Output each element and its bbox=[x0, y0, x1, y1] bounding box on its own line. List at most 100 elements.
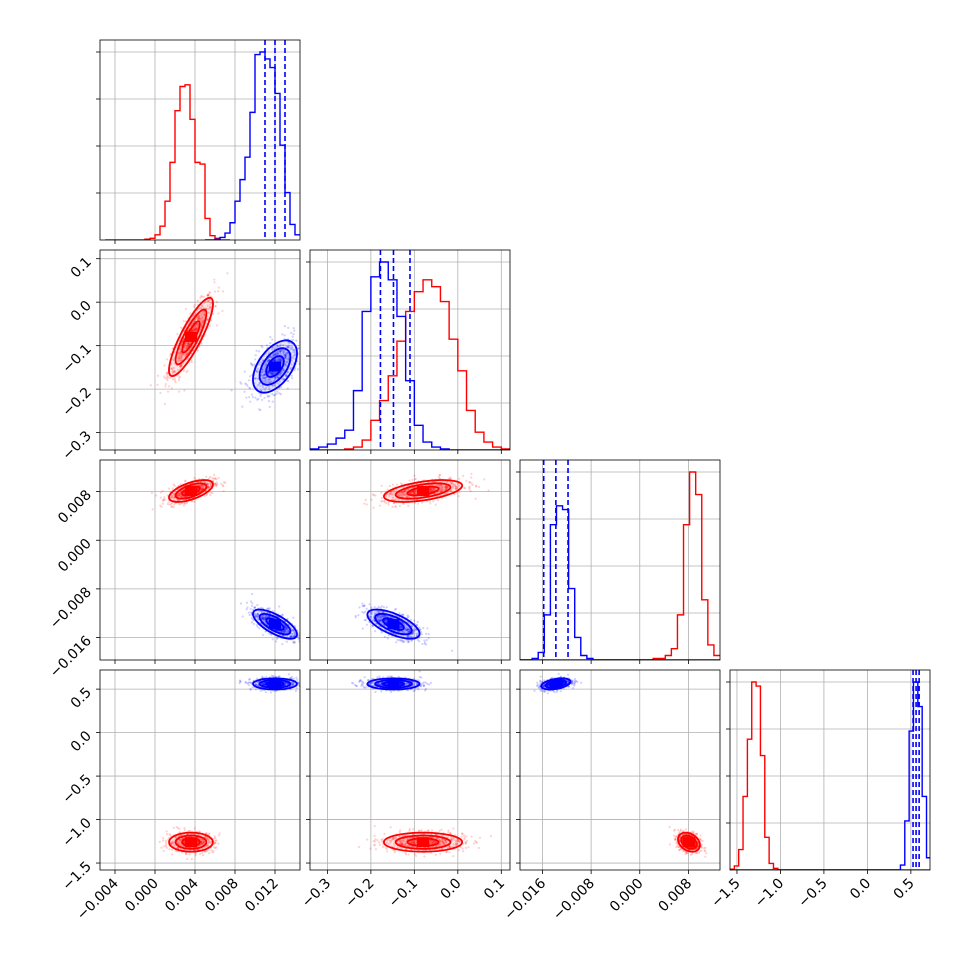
sample-point bbox=[272, 384, 275, 387]
sample-point bbox=[253, 363, 256, 366]
sample-point bbox=[261, 616, 264, 619]
sample-point bbox=[267, 395, 270, 398]
sample-point bbox=[177, 846, 180, 849]
sample-point bbox=[213, 290, 217, 293]
sample-point bbox=[276, 382, 279, 385]
sample-point bbox=[179, 495, 182, 498]
sample-point bbox=[166, 502, 169, 506]
sample-point bbox=[285, 352, 288, 355]
sample-point bbox=[426, 627, 429, 630]
sample-point bbox=[180, 844, 183, 847]
sample-point bbox=[381, 611, 385, 614]
sample-point bbox=[286, 379, 289, 382]
scatter-red bbox=[158, 825, 221, 861]
sample-point bbox=[218, 832, 221, 835]
sample-point bbox=[263, 388, 266, 391]
sample-point bbox=[370, 617, 373, 620]
sample-point bbox=[429, 488, 432, 491]
sample-point bbox=[292, 635, 295, 638]
sample-point bbox=[173, 484, 176, 487]
sample-point bbox=[437, 475, 441, 479]
sample-point bbox=[178, 376, 181, 379]
sample-point bbox=[185, 346, 188, 350]
sample-point bbox=[197, 307, 200, 311]
sample-point bbox=[386, 637, 389, 640]
sample-point bbox=[170, 842, 173, 845]
sample-point bbox=[201, 487, 205, 491]
sample-point bbox=[203, 310, 206, 314]
sample-point bbox=[239, 680, 242, 683]
sample-point bbox=[414, 629, 417, 632]
sample-point bbox=[215, 484, 219, 487]
sample-point bbox=[376, 618, 380, 622]
sample-point bbox=[172, 496, 175, 499]
sample-point bbox=[215, 839, 218, 842]
sample-point bbox=[354, 614, 357, 617]
sample-point bbox=[451, 485, 454, 488]
sample-point bbox=[172, 506, 175, 509]
sample-point bbox=[401, 494, 404, 497]
sample-point bbox=[271, 347, 274, 350]
sample-point bbox=[402, 492, 405, 495]
sample-point bbox=[279, 343, 282, 346]
sample-point bbox=[378, 615, 381, 618]
sample-point bbox=[278, 380, 282, 383]
sample-point bbox=[207, 844, 210, 847]
sample-point bbox=[208, 485, 211, 489]
sample-point bbox=[253, 606, 256, 609]
sample-point bbox=[287, 629, 290, 632]
sample-point bbox=[178, 493, 181, 496]
sample-point bbox=[178, 357, 181, 360]
sample-point bbox=[177, 493, 180, 496]
sample-point bbox=[445, 492, 448, 495]
sample-point bbox=[447, 477, 450, 480]
sample-point bbox=[167, 487, 171, 490]
sample-point bbox=[405, 628, 409, 631]
sample-point bbox=[403, 493, 406, 497]
sample-point bbox=[261, 617, 265, 620]
sample-point bbox=[281, 614, 284, 617]
sample-point bbox=[256, 615, 259, 619]
sample-point bbox=[213, 842, 216, 845]
sample-point bbox=[248, 387, 252, 390]
sample-point bbox=[255, 371, 258, 374]
sample-point bbox=[388, 492, 392, 496]
sample-point bbox=[293, 349, 296, 352]
sample-point bbox=[270, 356, 273, 359]
sample-point bbox=[263, 376, 267, 379]
sample-point bbox=[171, 378, 175, 381]
sample-point bbox=[413, 474, 416, 477]
sample-point bbox=[178, 503, 181, 506]
sample-point bbox=[176, 357, 180, 360]
sample-point bbox=[361, 611, 364, 614]
sample-point bbox=[174, 849, 177, 852]
sample-point bbox=[377, 617, 380, 620]
sample-point bbox=[404, 493, 407, 496]
sample-point bbox=[292, 629, 295, 633]
sample-point bbox=[441, 488, 444, 491]
sample-point bbox=[372, 494, 375, 497]
sample-point bbox=[206, 485, 210, 488]
sample-point bbox=[430, 489, 434, 492]
sample-point bbox=[412, 489, 415, 493]
sample-point bbox=[162, 499, 165, 502]
sample-point bbox=[195, 328, 198, 331]
sample-point bbox=[284, 356, 287, 359]
sample-point bbox=[380, 615, 383, 618]
sample-point bbox=[205, 493, 208, 497]
sample-point bbox=[182, 369, 186, 372]
sample-point bbox=[400, 490, 403, 494]
sample-point bbox=[215, 324, 219, 327]
sample-point bbox=[271, 373, 274, 376]
sample-point bbox=[293, 329, 296, 332]
sample-point bbox=[282, 351, 285, 354]
sample-point bbox=[445, 487, 448, 490]
sample-point bbox=[222, 485, 225, 488]
sample-point bbox=[437, 483, 440, 487]
sample-point bbox=[432, 487, 435, 490]
sample-point bbox=[200, 840, 203, 843]
sample-point bbox=[444, 488, 447, 491]
sample-point bbox=[408, 628, 411, 631]
sample-point bbox=[226, 272, 229, 275]
sample-point bbox=[259, 394, 262, 398]
